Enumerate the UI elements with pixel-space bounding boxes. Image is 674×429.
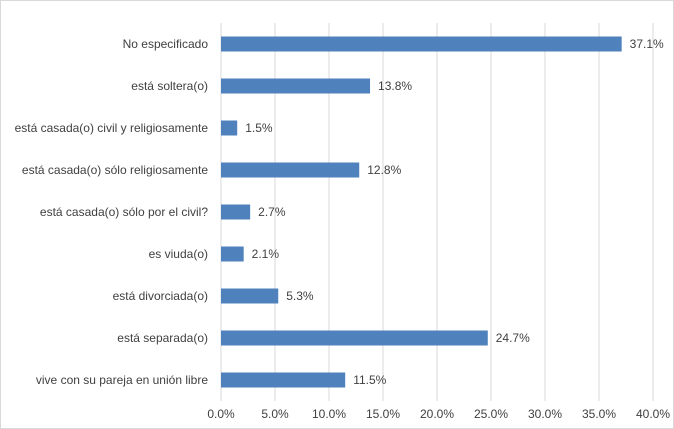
bar — [221, 120, 238, 136]
x-tick-label: 40.0% — [636, 407, 670, 421]
x-tick-label: 5.0% — [261, 407, 289, 421]
data-label: 2.7% — [258, 205, 286, 219]
data-label: 1.5% — [245, 121, 273, 135]
bar — [221, 330, 488, 346]
x-tick-label: 10.0% — [312, 407, 346, 421]
data-label: 11.5% — [353, 373, 386, 387]
data-label: 2.1% — [252, 247, 280, 261]
category-label: es viuda(o) — [149, 247, 208, 261]
data-label: 24.7% — [496, 331, 530, 345]
category-label: está casada(o) sólo por el civil? — [40, 205, 208, 219]
x-tick-label: 35.0% — [582, 407, 616, 421]
data-label: 5.3% — [286, 289, 314, 303]
bar — [221, 204, 251, 220]
bar — [221, 162, 360, 178]
data-label: 13.8% — [378, 79, 412, 93]
bar — [221, 36, 622, 52]
x-tick-label: 25.0% — [474, 407, 508, 421]
category-label: está soltera(o) — [131, 79, 208, 93]
category-label: No especificado — [123, 37, 209, 51]
bars — [221, 36, 622, 388]
x-tick-label: 15.0% — [366, 407, 400, 421]
category-label: está divorciada(o) — [113, 289, 208, 303]
category-label: vive con su pareja en unión libre — [36, 373, 208, 387]
x-axis-tick-labels: 0.0% 5.0% 10.0% 15.0% 20.0% 25.0% 30.0% 35.0% 40… — [207, 407, 670, 421]
data-labels: 37.1% 13.8% 1.5% 12.8% 2.7% 2.1% 5.3% 24.7% 11.5… — [245, 37, 664, 387]
category-label: está casada(o) sólo religiosamente — [22, 163, 208, 177]
x-tick-label: 30.0% — [528, 407, 562, 421]
category-label: está casada(o) civil y religiosamente — [15, 121, 209, 135]
bar — [221, 372, 346, 388]
data-label: 12.8% — [367, 163, 401, 177]
bar — [221, 78, 371, 94]
category-labels: No especificado está soltera(o) está casad… — [15, 37, 209, 387]
x-tick-label: 0.0% — [207, 407, 235, 421]
bar — [221, 246, 244, 262]
category-label: está separada(o) — [117, 331, 208, 345]
x-tick-label: 20.0% — [420, 407, 454, 421]
data-label: 37.1% — [630, 37, 664, 51]
bar — [221, 288, 279, 304]
